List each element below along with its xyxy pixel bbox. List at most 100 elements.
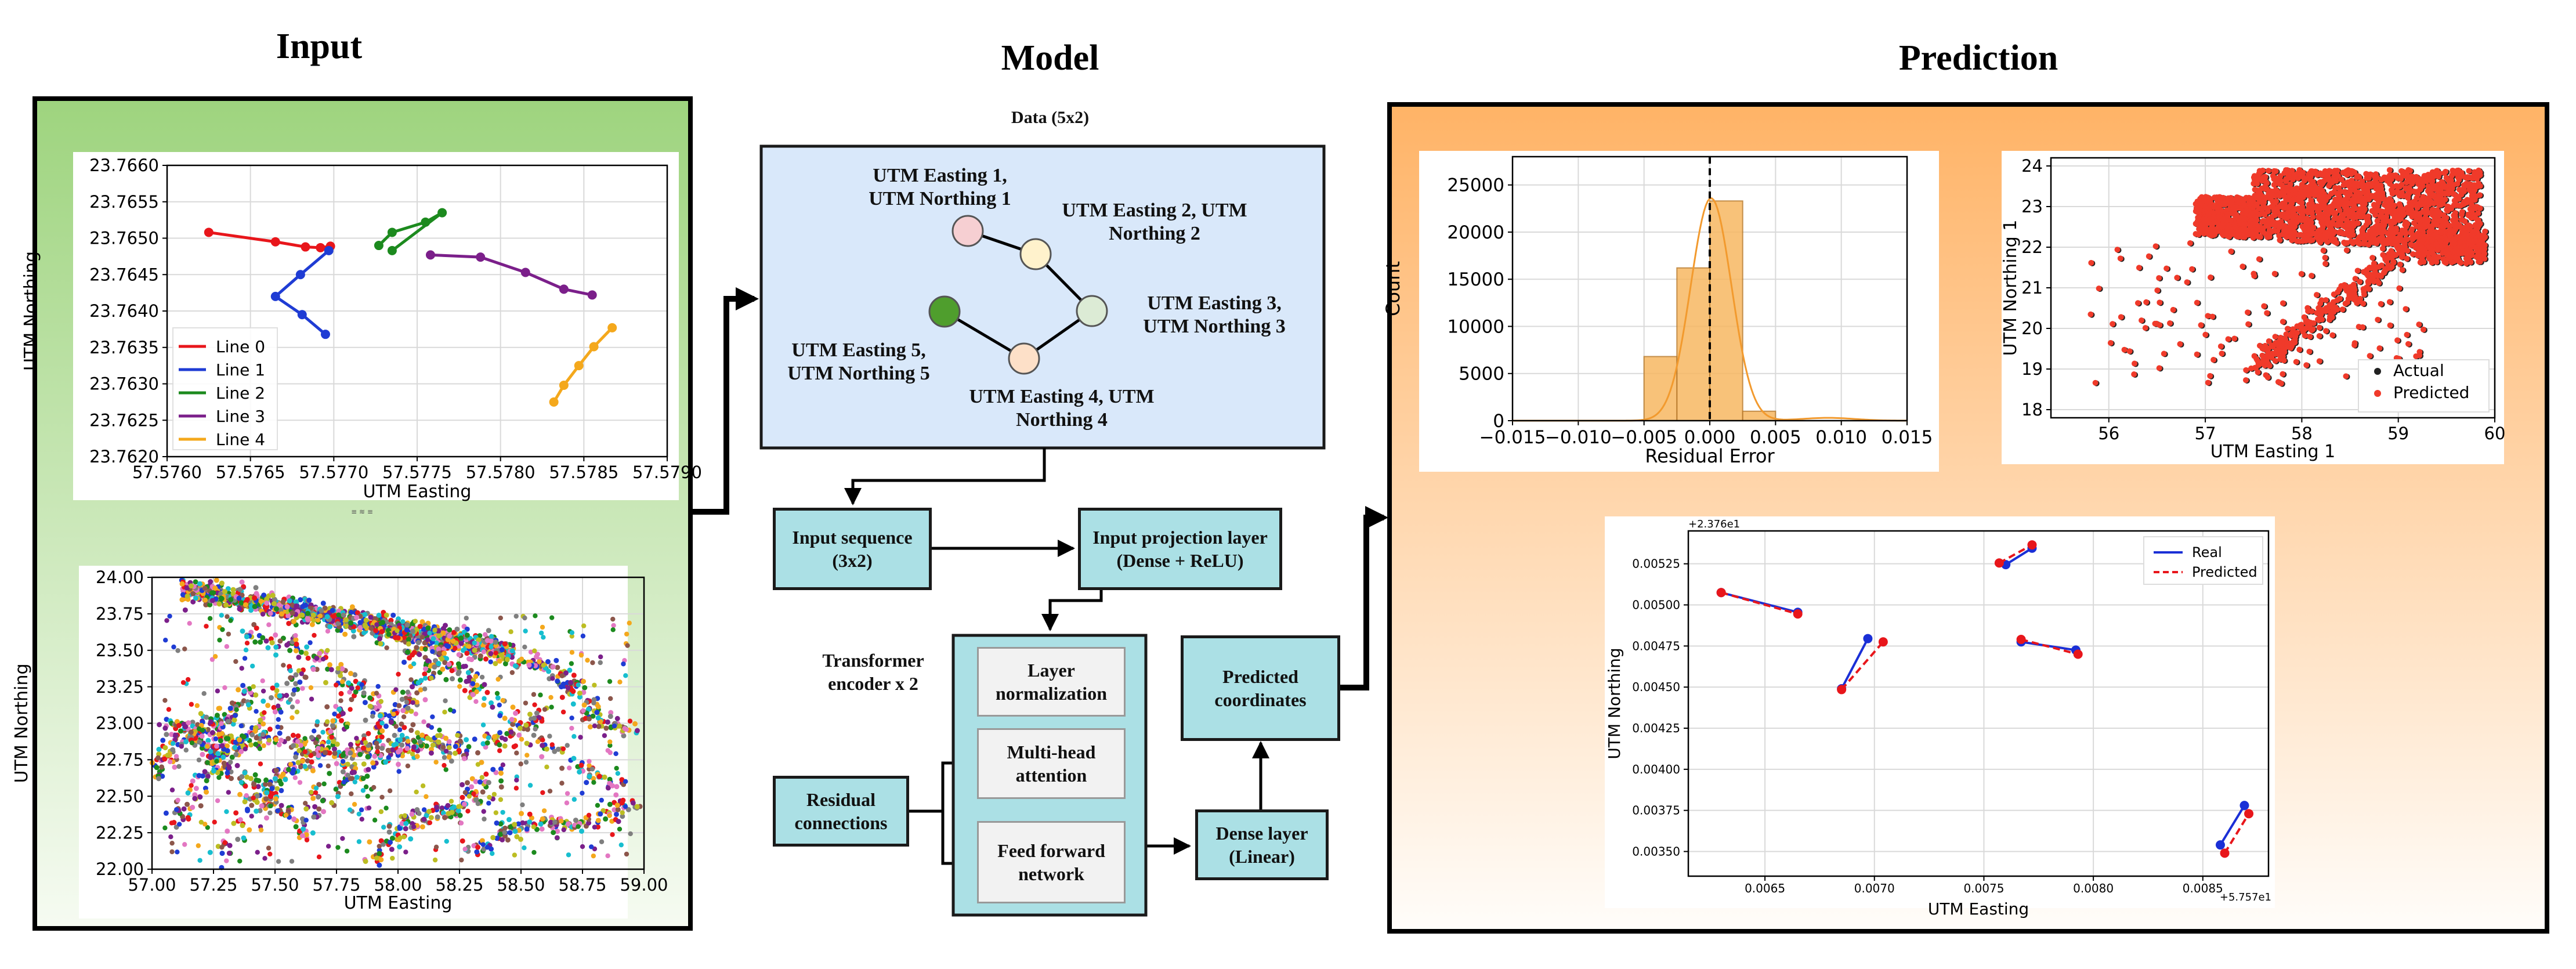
x-axis-label: Residual Error [1645,445,1775,467]
plot-frame [166,164,668,458]
x-tick-label: −0.010 [1545,427,1612,448]
section-title-model: Model [1001,38,1099,78]
segment-line [2021,638,2079,656]
y-tick-label: 23.7640 [89,301,159,321]
x-tick-label: 58.75 [558,875,606,895]
data-point [324,245,334,255]
x-tick-label: 57.00 [128,875,176,895]
y-tick-label: 0.00500 [1632,598,1680,612]
x-tick-label: 0.0065 [1745,881,1785,895]
y-tick-label: 0.00375 [1632,804,1680,818]
layer-normalization-box: Layer normalization [977,647,1126,717]
x-tick-label: 0.0070 [1854,881,1895,895]
y-tick-label: 10000 [1447,316,1504,337]
x-axis-label: UTM Easting [1928,899,2029,919]
data-point [270,291,280,301]
node-2-label: UTM Easting 2, UTM Northing 2 [1062,200,1247,244]
y-tick-label: 23.7655 [89,192,159,212]
legend-swatch [2374,368,2381,375]
real-vs-predicted-chart: 0.0065 0.0070 0.0075 0.0080 0.0085 0.00350 0.0… [1605,518,2271,919]
legend-entry: Predicted [2393,383,2469,402]
data-point [316,243,325,252]
dense-layer-box: Dense layer (Linear) [1195,809,1329,880]
data-point [2244,809,2254,819]
y-tick-label: 0.00400 [1632,762,1680,776]
plot-frame [151,576,645,870]
y-tick-label: 22.50 [96,786,144,806]
x-tick-label: 59.00 [620,875,668,895]
data-point [421,217,430,227]
segment-line [2223,813,2250,854]
x-axis-label: UTM Easting [363,482,472,502]
tiny-caption: ≡ ≋ ≡ [351,508,373,516]
data-point [2220,848,2230,858]
x-tick-label: 57.5770 [299,462,368,482]
y-axis-label: UTM Northing [21,251,41,371]
data-point [387,245,397,255]
data-point [476,252,486,262]
data-point [1863,634,1873,643]
y-tick-label: 0.00525 [1632,557,1680,571]
x-tick-label: 60 [2484,424,2506,443]
data-point [437,208,447,218]
x-tick-label: 0.0080 [2073,881,2114,895]
y-tick-label: 22.00 [96,859,144,879]
predicted-coordinates-box: Predicted coordinates [1181,635,1340,741]
segment-line [1721,591,1799,616]
x-tick-label: −0.005 [1611,427,1677,448]
legend-entry: Line 4 [216,430,265,449]
y-tick-label: 5000 [1459,364,1504,385]
y-tick-label: 22.25 [96,823,144,843]
legend: Actual Predicted [2358,359,2490,413]
data-point [1994,558,2004,568]
y-tick-label: 0.00450 [1632,680,1680,694]
y-tick-label: 22.75 [96,750,144,770]
data-point [2027,540,2037,550]
data-point [559,381,569,391]
y-axis-label: Count [1382,261,1404,316]
data-point [387,227,397,237]
plot-frame [1687,530,2270,877]
x-tick-label: 57.5790 [632,462,702,482]
x-tick-label: 57.5780 [466,462,536,482]
data-point [607,323,617,332]
x-tick-label: 57.50 [251,875,299,895]
y-tick-label: 23.7660 [89,156,159,175]
data-point [574,361,584,371]
y-tick-label: 23.7625 [89,410,159,430]
input-lines-plot-bg [73,152,679,500]
segment-line [1998,544,2033,565]
x-tick-label: −0.015 [1479,427,1546,448]
legend: Real Predicted [2143,536,2263,585]
node-1-label: UTM Easting 1, UTM Northing 1 [869,165,1011,209]
data-point [559,284,569,294]
plot-frame [1511,156,1908,422]
data-point [2073,649,2083,659]
y-tick-label: 19 [2021,359,2043,379]
plot-frame [2050,157,2496,419]
x-axis-label: UTM Easting [344,893,453,913]
input-scatter-chart: 57.00 57.25 57.50 57.75 58.00 58.25 58.50 58.75… [12,567,668,913]
node-3 [1076,295,1108,327]
node-5 [928,295,961,328]
y-tick-label: 21 [2021,278,2043,298]
y-tick-label: 0.00425 [1632,721,1680,735]
y-tick-label: 24.00 [96,567,144,587]
segment-line [2005,547,2033,566]
x-tick-label: 0.015 [1882,427,1933,448]
y-tick-label: 0.00350 [1632,845,1680,859]
x-tick-label: 57.5765 [216,462,285,482]
scatter-points [2087,167,2490,387]
y-axis-label: UTM Northing [12,663,32,783]
data-point [1793,609,1803,619]
node-3-label: UTM Easting 3, UTM Northing 3 [1143,292,1286,337]
data-point [520,267,530,277]
node-1 [951,215,984,247]
y-tick-label: 0 [1493,411,1504,432]
x-tick-label: 58.25 [435,875,483,895]
y-tick-label: 23.25 [96,677,144,697]
y-tick-label: 23.7635 [89,338,159,357]
y-tick-label: 23.00 [96,714,144,733]
data-point [1837,685,1847,695]
x-tick-label: 0.005 [1750,427,1801,448]
